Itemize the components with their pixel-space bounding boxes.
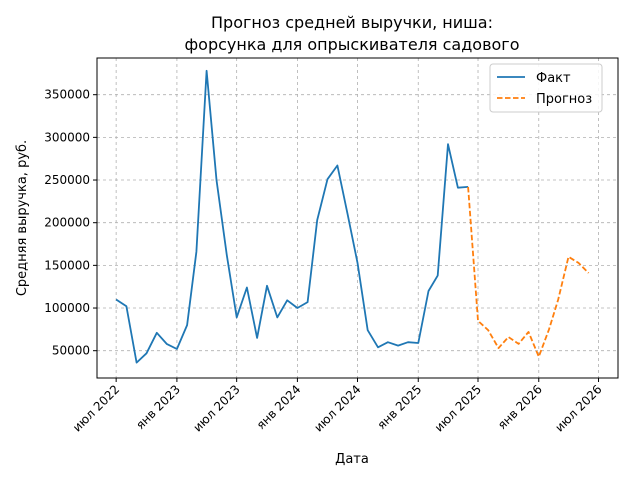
chart-title-line-2: форсунка для опрыскивателя садового bbox=[184, 35, 519, 54]
y-tick-label: 350000 bbox=[44, 88, 90, 102]
legend-label-forecast: Прогноз bbox=[536, 92, 592, 107]
x-axis-label: Дата bbox=[335, 452, 369, 467]
y-tick-label: 250000 bbox=[44, 173, 90, 187]
y-tick-label: 150000 bbox=[44, 258, 90, 272]
y-tick-label: 200000 bbox=[44, 216, 90, 230]
y-tick-label: 50000 bbox=[52, 344, 90, 358]
legend-box bbox=[489, 63, 603, 113]
series-lines bbox=[115, 69, 590, 364]
legend-label-fact: Факт bbox=[536, 71, 571, 86]
legend: Факт Прогноз bbox=[489, 63, 603, 113]
y-axis-label: Средняя выручка, руб. bbox=[15, 140, 30, 296]
y-tick-label: 300000 bbox=[44, 130, 90, 144]
series-line-fact bbox=[115, 69, 469, 364]
chart-title-line-1: Прогноз средней выручки, ниша: bbox=[211, 13, 493, 32]
y-axis-ticks: 50000 100000 150000 200000 250000 300000 35000… bbox=[44, 88, 97, 358]
series-line-forecast bbox=[467, 186, 590, 358]
y-tick-label: 100000 bbox=[44, 301, 90, 315]
